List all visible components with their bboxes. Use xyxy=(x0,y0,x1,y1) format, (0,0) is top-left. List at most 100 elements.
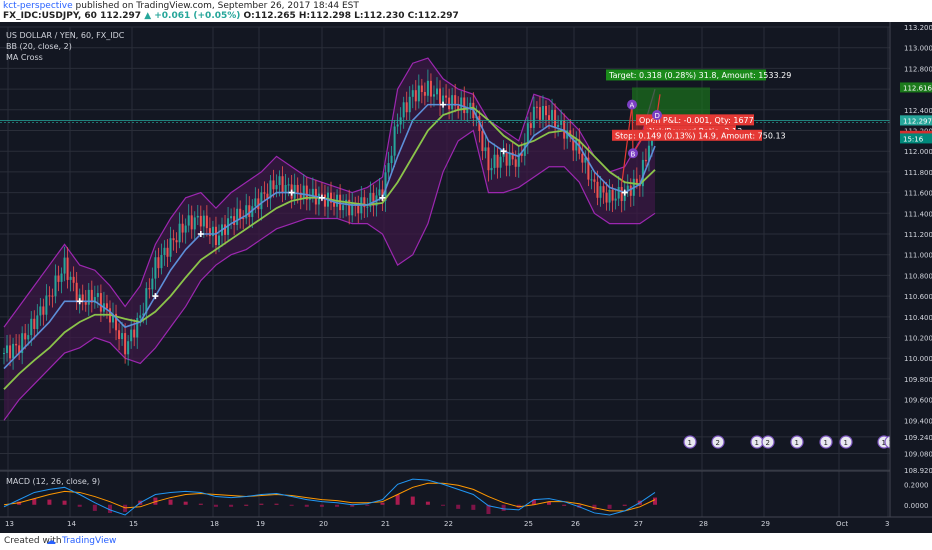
candle-body xyxy=(6,345,9,354)
symbol-line: FX_IDC:USDJPY, 60 112.297 ▲ +0.061 (+0.0… xyxy=(3,11,459,21)
candle-body xyxy=(175,240,178,243)
candle-body xyxy=(9,345,12,359)
candle-body xyxy=(178,223,181,243)
price-chart[interactable]: Target: 0.318 (0.28%) 31.8, Amount: 1533… xyxy=(0,22,932,533)
candle-body xyxy=(63,257,66,274)
candle-body xyxy=(121,333,124,340)
last-price: 112.297 xyxy=(100,11,142,21)
candle-body xyxy=(39,306,42,316)
candle-body xyxy=(278,176,281,186)
candle-body xyxy=(466,107,469,114)
candle-body xyxy=(242,218,245,220)
macd-histogram-bar xyxy=(47,499,52,505)
candle-body xyxy=(457,105,460,110)
candle-body xyxy=(166,247,169,257)
candle-body xyxy=(84,301,87,305)
symbol-legend: US DOLLAR / YEN, 60, FX_IDC xyxy=(6,31,125,40)
candle-body xyxy=(260,192,263,210)
macd-histogram-bar xyxy=(350,504,355,507)
pattern-point-label: B xyxy=(631,150,636,158)
open-pnl-label-bg xyxy=(636,114,754,126)
macd-histogram-bar xyxy=(274,503,279,505)
candle-body xyxy=(429,80,432,97)
macd-histogram-bar xyxy=(77,504,82,507)
candle-body xyxy=(18,345,21,354)
cross-marker xyxy=(440,101,447,108)
candle-body xyxy=(51,295,54,297)
event-badge-count: 2 xyxy=(716,439,720,447)
candle-body xyxy=(505,151,508,166)
time-tick-label: 21 xyxy=(381,520,390,528)
time-tick-label: 19 xyxy=(256,520,265,528)
time-tick-label: 28 xyxy=(699,520,708,528)
event-badge-count: 1 xyxy=(755,439,759,447)
candle-body xyxy=(529,123,532,128)
symbol-name: FX_IDC:USDJPY, 60 xyxy=(3,11,97,21)
price-tick-label: 113.200 xyxy=(904,24,932,32)
candle-body xyxy=(445,95,448,98)
tradingview-link[interactable]: TradingView xyxy=(62,536,117,546)
time-tick-label: Oct xyxy=(836,520,848,528)
publish-info: published on TradingView.com, September … xyxy=(75,1,359,11)
open-pnl-label: Open P&L: -0.001, Qty: 1677 xyxy=(639,116,754,125)
candle-body xyxy=(163,247,166,255)
candle-body xyxy=(408,96,411,113)
candle-body xyxy=(269,180,272,199)
macd-histogram-bar xyxy=(653,497,657,505)
candle-body xyxy=(557,124,560,127)
candle-body xyxy=(593,179,596,182)
candle-body xyxy=(493,154,496,168)
candle-body xyxy=(339,194,342,211)
candle-body xyxy=(348,199,351,216)
macd-histogram-bar xyxy=(441,504,446,506)
long-position-tool[interactable]: Target: 0.318 (0.28%) 31.8, Amount: 1533… xyxy=(0,69,890,183)
macd-histogram-bar xyxy=(365,504,370,506)
candle-body xyxy=(181,223,184,233)
candle-body xyxy=(499,156,502,168)
time-tick-label: 20 xyxy=(319,520,328,528)
candle-body xyxy=(69,276,72,280)
price-tick-label: 110.400 xyxy=(904,314,932,322)
macd-histogram-bar xyxy=(562,504,567,506)
candle-body xyxy=(551,109,554,121)
candle-body xyxy=(81,294,84,302)
candle-body xyxy=(517,153,520,167)
macd-histogram-bar xyxy=(17,501,22,505)
macd-histogram-bar xyxy=(259,503,264,505)
candle-body xyxy=(305,185,308,200)
macd-histogram-bar xyxy=(531,499,536,505)
event-badge-icon xyxy=(790,435,804,449)
macd-legend[interactable]: MACD (12, 26, close, 9) xyxy=(6,477,101,486)
candle-body xyxy=(378,189,381,196)
candle-body xyxy=(157,257,160,269)
price-label-bg xyxy=(900,82,932,93)
pattern-point-marker xyxy=(628,148,638,159)
candle-body xyxy=(24,333,27,340)
candle-body xyxy=(417,85,420,102)
candle-body xyxy=(602,186,605,193)
candle-body xyxy=(620,186,623,202)
macd-histogram-bar xyxy=(62,500,67,505)
candle-body xyxy=(484,147,487,152)
candle-body xyxy=(366,206,369,208)
stop-label: Stop: 0.149 (0.13%) 14.9, Amount: 750.13 xyxy=(615,131,786,140)
macd-histogram-bar xyxy=(456,504,461,509)
candle-body xyxy=(560,120,563,125)
candle-body xyxy=(112,313,115,323)
price-tick-label: 111.200 xyxy=(904,231,932,239)
cross-marker xyxy=(500,148,507,155)
candle-body xyxy=(644,159,647,162)
ma-cross-legend[interactable]: MA Cross xyxy=(6,53,43,62)
author-link[interactable]: kct-perspective xyxy=(3,1,73,11)
macd-histogram-bar xyxy=(607,504,612,509)
candle-body xyxy=(205,215,208,229)
candle-body xyxy=(541,105,544,120)
candle-body xyxy=(284,185,287,193)
candle-body xyxy=(302,185,305,199)
candle-body xyxy=(490,167,493,171)
candle-body xyxy=(233,216,236,225)
macd-histogram-bar xyxy=(183,501,188,505)
pattern-point-label: A xyxy=(630,102,635,110)
bb-legend[interactable]: BB (20, close, 2) xyxy=(6,42,72,51)
